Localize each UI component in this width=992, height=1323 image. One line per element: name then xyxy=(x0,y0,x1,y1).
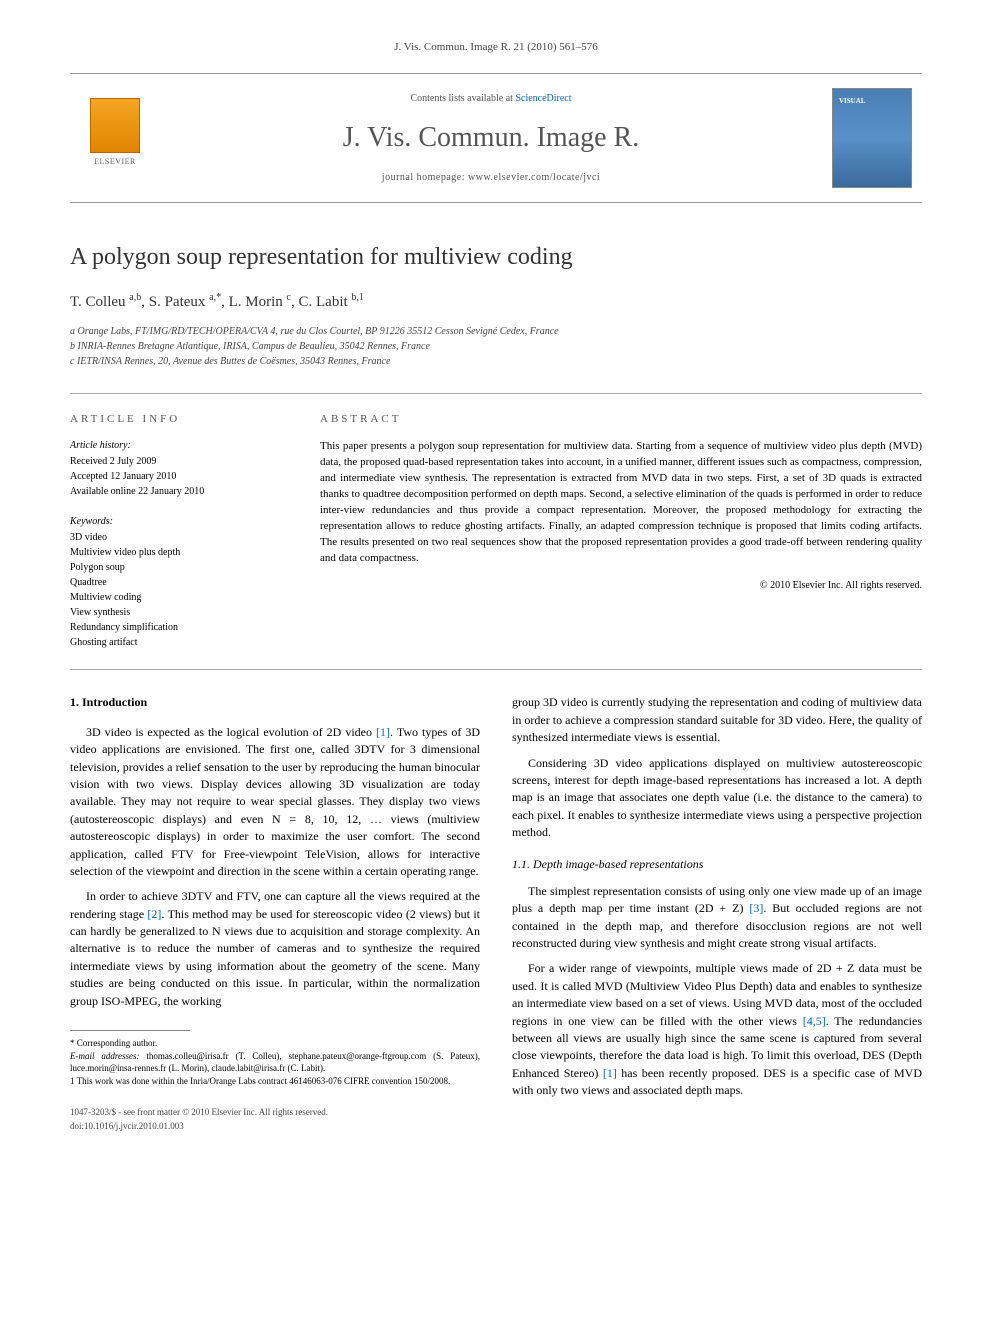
footnote-1: 1 This work was done within the Inria/Or… xyxy=(70,1075,480,1087)
footer-bar: 1047-3203/$ - see front matter © 2010 El… xyxy=(70,1106,480,1133)
keyword: Polygon soup xyxy=(70,561,280,575)
left-column: 1. Introduction 3D video is expected as … xyxy=(70,694,480,1133)
body-columns: 1. Introduction 3D video is expected as … xyxy=(70,694,922,1133)
affiliation: a Orange Labs, FT/IMG/RD/TECH/OPERA/CVA … xyxy=(70,325,922,339)
footnote-separator xyxy=(70,1030,190,1031)
subsection-heading: 1.1. Depth image-based representations xyxy=(512,856,922,873)
journal-name: J. Vis. Commun. Image R. xyxy=(170,118,812,157)
affiliation: b INRIA-Rennes Bretagne Atlantique, IRIS… xyxy=(70,340,922,354)
publisher-name: ELSEVIER xyxy=(94,156,136,167)
history-item: Accepted 12 January 2010 xyxy=(70,470,280,484)
keyword: Ghosting artifact xyxy=(70,636,280,650)
paragraph: 3D video is expected as the logical evol… xyxy=(70,724,480,881)
homepage-line: journal homepage: www.elsevier.com/locat… xyxy=(170,171,812,185)
paragraph: Considering 3D video applications displa… xyxy=(512,755,922,842)
text: . Two types of 3D video applications are… xyxy=(70,725,480,878)
paragraph: group 3D video is currently studying the… xyxy=(512,694,922,746)
affiliations: a Orange Labs, FT/IMG/RD/TECH/OPERA/CVA … xyxy=(70,325,922,369)
publisher-logo: ELSEVIER xyxy=(80,98,150,178)
history-label: Article history: xyxy=(70,439,280,453)
doi-line: doi:10.1016/j.jvcir.2010.01.003 xyxy=(70,1120,480,1133)
history-item: Available online 22 January 2010 xyxy=(70,485,280,499)
cover-text: VISUAL xyxy=(839,97,865,107)
text: . This method may be used for stereoscop… xyxy=(70,907,480,1008)
issn-line: 1047-3203/$ - see front matter © 2010 El… xyxy=(70,1106,480,1119)
right-column: group 3D video is currently studying the… xyxy=(512,694,922,1133)
sciencedirect-link[interactable]: ScienceDirect xyxy=(515,93,571,104)
email-label: E-mail addresses: xyxy=(70,1051,146,1061)
abstract-heading: ABSTRACT xyxy=(320,412,922,427)
citation-link[interactable]: [2] xyxy=(147,907,161,921)
homepage-prefix: journal homepage: xyxy=(382,172,468,183)
affiliation: c IETR/INSA Rennes, 20, Avenue des Butte… xyxy=(70,355,922,369)
copyright: © 2010 Elsevier Inc. All rights reserved… xyxy=(320,579,922,593)
info-abstract-row: ARTICLE INFO Article history: Received 2… xyxy=(70,393,922,670)
page: J. Vis. Commun. Image R. 21 (2010) 561–5… xyxy=(0,0,992,1174)
footnotes: * Corresponding author. E-mail addresses… xyxy=(70,1037,480,1088)
paragraph: For a wider range of viewpoints, multipl… xyxy=(512,960,922,1099)
citation-link[interactable]: [1] xyxy=(376,725,390,739)
journal-reference: J. Vis. Commun. Image R. 21 (2010) 561–5… xyxy=(70,40,922,55)
contents-prefix: Contents lists available at xyxy=(410,93,515,104)
keywords-label: Keywords: xyxy=(70,515,280,529)
history-item: Received 2 July 2009 xyxy=(70,455,280,469)
text: 3D video is expected as the logical evol… xyxy=(86,725,376,739)
keyword: View synthesis xyxy=(70,606,280,620)
header-band: ELSEVIER Contents lists available at Sci… xyxy=(70,73,922,203)
journal-cover: VISUAL xyxy=(832,88,912,188)
email-line: E-mail addresses: thomas.colleu@irisa.fr… xyxy=(70,1050,480,1074)
elsevier-tree-icon xyxy=(90,98,140,153)
paper-title: A polygon soup representation for multiv… xyxy=(70,241,922,275)
keyword: 3D video xyxy=(70,531,280,545)
keyword: Multiview coding xyxy=(70,591,280,605)
keyword: Redundancy simplification xyxy=(70,621,280,635)
contents-line: Contents lists available at ScienceDirec… xyxy=(170,92,812,106)
citation-link[interactable]: [1] xyxy=(603,1066,617,1080)
paragraph: In order to achieve 3DTV and FTV, one ca… xyxy=(70,888,480,1010)
abstract-text: This paper presents a polygon soup repre… xyxy=(320,439,922,567)
keyword: Quadtree xyxy=(70,576,280,590)
citation-link[interactable]: [3] xyxy=(749,901,763,915)
keyword: Multiview video plus depth xyxy=(70,546,280,560)
header-center: Contents lists available at ScienceDirec… xyxy=(150,92,832,185)
section-heading: 1. Introduction xyxy=(70,694,480,711)
paragraph: The simplest representation consists of … xyxy=(512,883,922,953)
corresponding-author: * Corresponding author. xyxy=(70,1037,480,1049)
homepage-url[interactable]: www.elsevier.com/locate/jvci xyxy=(468,172,600,183)
article-info-heading: ARTICLE INFO xyxy=(70,412,280,427)
article-info: ARTICLE INFO Article history: Received 2… xyxy=(70,412,280,651)
authors: T. Colleu a,b, S. Pateux a,*, L. Morin c… xyxy=(70,291,922,313)
citation-link[interactable]: [4,5] xyxy=(803,1014,826,1028)
abstract-column: ABSTRACT This paper presents a polygon s… xyxy=(320,412,922,651)
